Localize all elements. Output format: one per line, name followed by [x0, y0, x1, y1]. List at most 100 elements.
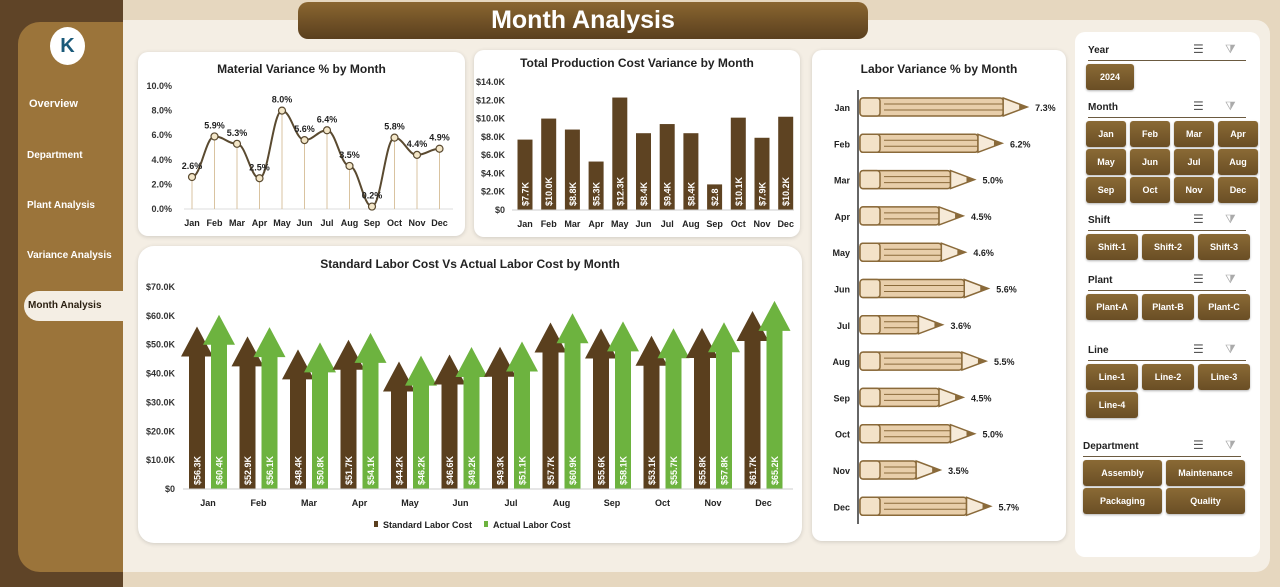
data-label: $2.8 — [710, 188, 720, 206]
y-tick-label: Sep — [833, 393, 850, 403]
data-label: $65.2K — [770, 455, 780, 485]
data-label: 4.4% — [407, 139, 428, 149]
slicer-button-department-assembly[interactable]: Assembly — [1083, 460, 1162, 486]
production-cost-variance-chart: Total Production Cost Variance by Month … — [474, 50, 800, 237]
slicer-button-shift-shift-3[interactable]: Shift-3 — [1198, 234, 1250, 260]
slicer-button-plant-plant-b[interactable]: Plant-B — [1142, 294, 1194, 320]
slicer-button-month-aug[interactable]: Aug — [1218, 149, 1258, 175]
pencil-tip — [938, 387, 966, 408]
data-label: 5.7% — [999, 502, 1020, 512]
multi-select-icon[interactable]: ☰ — [1193, 272, 1204, 286]
nav-overview[interactable]: Overview — [29, 98, 78, 110]
pencil-bar — [859, 496, 993, 517]
data-label: $55.7K — [669, 455, 679, 485]
slicer-button-plant-plant-a[interactable]: Plant-A — [1086, 294, 1138, 320]
chart-title: Standard Labor Cost Vs Actual Labor Cost… — [320, 257, 620, 271]
x-tick-label: Dec — [777, 219, 794, 229]
y-tick-label: $50.0K — [146, 340, 176, 350]
slicer-button-line-line-2[interactable]: Line-2 — [1142, 364, 1194, 390]
nav-department[interactable]: Department — [27, 150, 83, 161]
slicer-button-month-feb[interactable]: Feb — [1130, 121, 1170, 147]
multi-select-icon[interactable]: ☰ — [1193, 342, 1204, 356]
pencil-eraser — [859, 97, 881, 117]
y-tick-label: Feb — [834, 139, 851, 149]
nav-variance-analysis[interactable]: Variance Analysis — [27, 250, 112, 261]
data-label: 6.4% — [317, 114, 338, 124]
slicer-divider — [1088, 60, 1246, 61]
slicer-button-month-nov[interactable]: Nov — [1174, 177, 1214, 203]
slicer-button-plant-plant-c[interactable]: Plant-C — [1198, 294, 1250, 320]
slicer-button-month-jun[interactable]: Jun — [1130, 149, 1170, 175]
slicer-button-year-2024[interactable]: 2024 — [1086, 64, 1134, 90]
clear-filter-icon[interactable]: ⧩ — [1225, 99, 1236, 113]
bar — [612, 97, 628, 210]
clear-filter-icon[interactable]: ⧩ — [1225, 438, 1236, 452]
data-label: $57.8K — [720, 455, 730, 485]
slicer-button-line-line-1[interactable]: Line-1 — [1086, 364, 1138, 390]
x-tick-label: Jun — [296, 218, 312, 228]
slicer-button-department-packaging[interactable]: Packaging — [1083, 488, 1162, 514]
slicer-title-month: Month — [1088, 102, 1118, 113]
y-tick-label: Jul — [837, 321, 850, 331]
data-label: $44.2K — [395, 455, 405, 485]
x-tick-label: Aug — [341, 218, 359, 228]
slicer-button-month-sep[interactable]: Sep — [1086, 177, 1126, 203]
slicer-button-month-mar[interactable]: Mar — [1174, 121, 1214, 147]
slicer-button-line-line-4[interactable]: Line-4 — [1086, 392, 1138, 418]
clear-filter-icon[interactable]: ⧩ — [1225, 42, 1236, 56]
slicer-button-month-apr[interactable]: Apr — [1218, 121, 1258, 147]
x-tick-label: Mar — [229, 218, 246, 228]
multi-select-icon[interactable]: ☰ — [1193, 438, 1204, 452]
data-label: 4.9% — [429, 133, 450, 143]
pencil-tip — [1002, 96, 1030, 118]
actual-arrow — [253, 327, 286, 489]
actual-arrow — [203, 314, 235, 489]
y-tick-label: Apr — [835, 212, 851, 222]
slicer-button-department-quality[interactable]: Quality — [1166, 488, 1245, 514]
x-tick-label: Jul — [504, 498, 517, 508]
actual-arrow — [354, 332, 387, 489]
data-label: 5.3% — [227, 128, 248, 138]
data-label: 0.2% — [362, 191, 383, 201]
clear-filter-icon[interactable]: ⧩ — [1225, 212, 1236, 226]
x-tick-label: Dec — [431, 218, 448, 228]
slicer-title-shift: Shift — [1088, 215, 1111, 226]
slicer-button-month-jan[interactable]: Jan — [1086, 121, 1126, 147]
slicer-button-department-maintenance[interactable]: Maintenance — [1166, 460, 1245, 486]
clear-filter-icon[interactable]: ⧩ — [1225, 342, 1236, 356]
data-point — [322, 126, 332, 135]
data-label: $5.3K — [592, 181, 602, 206]
data-point — [367, 202, 377, 211]
legend-label: Actual Labor Cost — [493, 520, 571, 530]
y-tick-label: $70.0K — [146, 282, 176, 292]
data-label: $51.7K — [344, 455, 354, 485]
slicer-button-month-may[interactable]: May — [1086, 149, 1126, 175]
nav-plant-analysis[interactable]: Plant Analysis — [27, 200, 95, 211]
data-label: $10.0K — [544, 176, 554, 206]
bar — [564, 129, 580, 210]
data-label: 4.5% — [971, 212, 992, 222]
x-tick-label: Feb — [206, 218, 223, 228]
bar — [683, 133, 699, 210]
clear-filter-icon[interactable]: ⧩ — [1225, 272, 1236, 286]
multi-select-icon[interactable]: ☰ — [1193, 42, 1204, 56]
y-tick-label: 10.0% — [146, 81, 172, 91]
x-tick-label: Mar — [564, 219, 581, 229]
slicer-button-month-oct[interactable]: Oct — [1130, 177, 1170, 203]
pencil-tip — [949, 423, 977, 444]
slicer-button-shift-shift-2[interactable]: Shift-2 — [1142, 234, 1194, 260]
bar — [730, 117, 746, 210]
actual-arrow — [455, 347, 488, 489]
nav-month-analysis[interactable]: Month Analysis — [24, 291, 124, 321]
pencil-eraser — [859, 315, 881, 335]
x-tick-label: Aug — [553, 498, 571, 508]
data-label: 5.0% — [983, 176, 1004, 186]
pencil-bar — [859, 169, 977, 190]
slicer-button-month-dec[interactable]: Dec — [1218, 177, 1258, 203]
multi-select-icon[interactable]: ☰ — [1193, 212, 1204, 226]
x-tick-label: Feb — [541, 219, 558, 229]
slicer-button-month-jul[interactable]: Jul — [1174, 149, 1214, 175]
slicer-button-shift-shift-1[interactable]: Shift-1 — [1086, 234, 1138, 260]
multi-select-icon[interactable]: ☰ — [1193, 99, 1204, 113]
slicer-button-line-line-3[interactable]: Line-3 — [1198, 364, 1250, 390]
